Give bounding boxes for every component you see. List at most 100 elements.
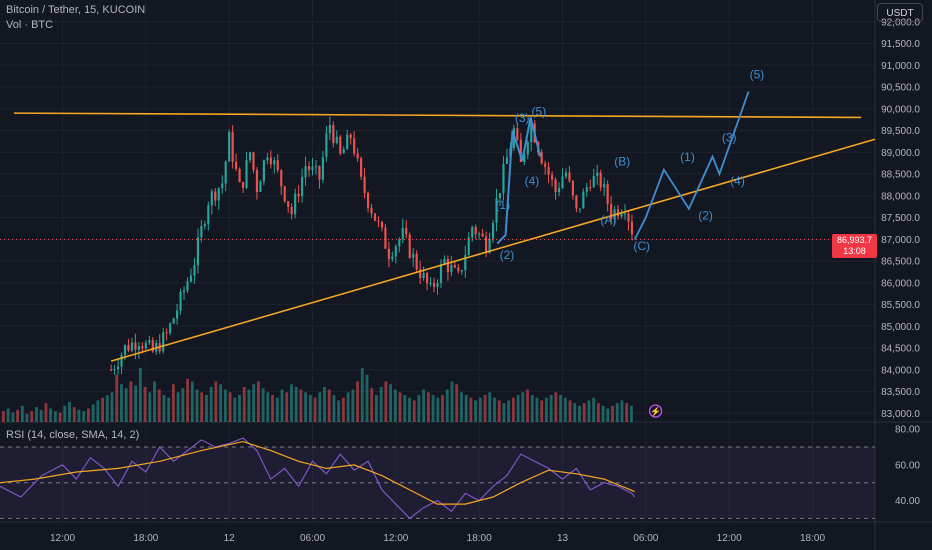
time-axis[interactable]: 12:00 18:00 12 06:00 12:00 18:00 13 06:00 12:00 1… xyxy=(50,533,825,544)
price-tick-label: 87,000.0 xyxy=(881,235,920,246)
wave-label: (2) xyxy=(698,209,713,223)
candle-body xyxy=(238,168,241,183)
candle-body xyxy=(342,149,345,154)
candle-body xyxy=(318,166,321,180)
wave-label: (3) xyxy=(722,130,737,144)
candle-body xyxy=(384,227,387,249)
candle-body xyxy=(582,191,585,209)
volume-bar xyxy=(370,388,374,422)
candle-body xyxy=(127,345,130,351)
volume-bar xyxy=(304,392,308,422)
volume-bar xyxy=(332,395,336,422)
candle-body xyxy=(287,201,290,207)
candle-body xyxy=(120,355,123,367)
volume-bar xyxy=(578,405,581,422)
impulse-wave-path xyxy=(496,117,542,245)
candle-body xyxy=(363,176,366,193)
volume-bar xyxy=(181,388,185,422)
candle-body xyxy=(373,213,377,221)
volume-bar xyxy=(478,397,482,422)
volume-bar xyxy=(563,397,567,422)
volume-bar xyxy=(171,384,175,422)
candle-body xyxy=(502,163,505,194)
wave-label: (A) xyxy=(600,213,616,227)
volume-bar xyxy=(280,389,284,422)
volume-bar xyxy=(247,389,251,422)
volume-bar xyxy=(124,388,128,422)
volume-bar xyxy=(545,397,548,422)
price-tick-label: 84,000.0 xyxy=(881,365,920,376)
elliott-wave-drawing[interactable]: (1) (2) (3) (4) (5) (A) (B) (C) (1) (2) (3) (4) (5) ⚡ xyxy=(495,67,764,418)
volume-bar xyxy=(157,389,161,422)
bar-countdown: 13:08 xyxy=(843,246,866,256)
candle-body xyxy=(575,195,578,209)
time-tick-label: 18:00 xyxy=(800,533,825,544)
candle-body xyxy=(398,239,401,247)
volume-bar xyxy=(341,397,345,422)
symbol-title: Bitcoin / Tether, 15, KUCOIN xyxy=(6,4,146,16)
volume-bar xyxy=(554,392,558,422)
candle-body xyxy=(540,152,543,164)
candle-body xyxy=(478,233,481,235)
wave-label: (C) xyxy=(633,239,650,253)
rsi-tick-label: 60.00 xyxy=(895,460,920,471)
volume-bar xyxy=(285,392,289,422)
candle-body xyxy=(377,220,380,222)
volume-bar xyxy=(30,411,34,422)
price-tick-label: 89,500.0 xyxy=(881,126,920,137)
volume-bar xyxy=(58,412,62,422)
lightning-icon: ⚡ xyxy=(650,406,661,418)
candle-body xyxy=(443,259,446,265)
volume-bar xyxy=(153,381,156,422)
volume-bar xyxy=(72,407,76,422)
candle-body xyxy=(380,221,384,228)
volume-bar xyxy=(271,395,274,422)
trendlines[interactable] xyxy=(0,112,876,362)
volume-bar xyxy=(360,368,364,422)
volume-bar xyxy=(493,397,496,422)
candle-body xyxy=(623,213,627,215)
volume-bar xyxy=(115,374,119,422)
candle-body xyxy=(328,125,331,134)
candle-body xyxy=(603,184,606,188)
candle-body xyxy=(592,176,595,188)
volume-bar xyxy=(540,400,544,422)
volume-bar xyxy=(6,408,10,422)
candle-body xyxy=(290,206,293,215)
volume-bar xyxy=(398,392,402,422)
candle-body xyxy=(526,142,529,155)
volume-bar xyxy=(176,392,180,422)
price-axis[interactable]: 92,000.0 91,500.0 91,000.0 90,500.0 90,000.0… xyxy=(881,17,920,420)
volume-bar xyxy=(49,408,53,422)
volume-bar xyxy=(63,405,67,422)
volume-bar xyxy=(582,403,586,422)
candle-body xyxy=(193,265,196,276)
volume-bar xyxy=(129,381,133,422)
candle-body xyxy=(134,342,137,350)
volume-bar xyxy=(596,403,600,422)
volume-bar xyxy=(200,392,204,422)
volume-bar xyxy=(323,386,326,422)
currency-button[interactable]: USDT xyxy=(877,3,923,22)
wave-label: (4) xyxy=(730,174,745,188)
candle-body xyxy=(485,236,488,253)
candle-body xyxy=(241,182,245,188)
time-tick-label: 12 xyxy=(224,533,236,544)
volume-bar xyxy=(389,384,393,422)
candle-body xyxy=(471,226,474,238)
volume-bar xyxy=(39,409,43,422)
candle-body xyxy=(276,160,279,171)
wave-label: (B) xyxy=(614,154,630,168)
volume-bar xyxy=(535,397,539,422)
candle-body xyxy=(245,160,248,188)
time-tick-label: 06:00 xyxy=(300,533,325,544)
candle-body xyxy=(221,183,224,189)
candle-body xyxy=(589,187,592,189)
volume-bar xyxy=(497,400,501,422)
candle-body xyxy=(235,161,238,169)
volume-bar xyxy=(233,397,237,422)
price-tick-label: 89,000.0 xyxy=(881,148,920,159)
candle-body xyxy=(516,128,519,140)
candle-body xyxy=(304,166,307,178)
